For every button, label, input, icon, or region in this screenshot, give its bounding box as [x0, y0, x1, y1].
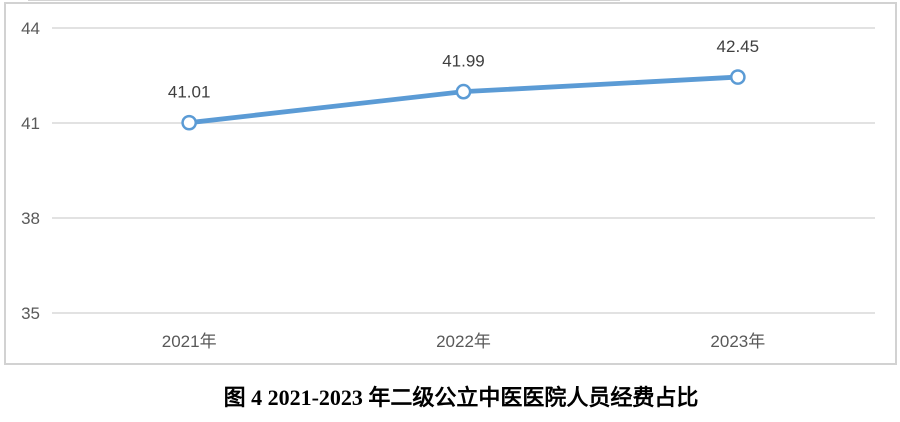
data-point-marker — [455, 83, 472, 100]
y-tick-label: 41 — [21, 114, 40, 133]
line-chart: 44 41 38 35 2021年 2022年 2023年 41.01 41.99 42.45 — [21, 19, 875, 351]
y-tick-label: 35 — [21, 304, 40, 323]
data-label: 41.99 — [442, 52, 485, 71]
data-label: 42.45 — [717, 37, 760, 56]
chart-caption: 图 4 2021-2023 年二级公立中医医院人员经费占比 — [223, 385, 699, 410]
x-axis-label: 2023年 — [710, 332, 765, 351]
data-point-marker — [181, 114, 198, 131]
data-label: 41.01 — [168, 83, 211, 102]
x-axis-label: 2022年 — [436, 332, 491, 351]
y-tick-label: 44 — [21, 19, 40, 38]
chart-frame — [4, 2, 897, 365]
data-point-marker — [729, 69, 746, 85]
x-axis-label: 2021年 — [162, 332, 217, 351]
top-artifact-line — [28, 0, 620, 1]
y-tick-label: 38 — [21, 209, 40, 228]
